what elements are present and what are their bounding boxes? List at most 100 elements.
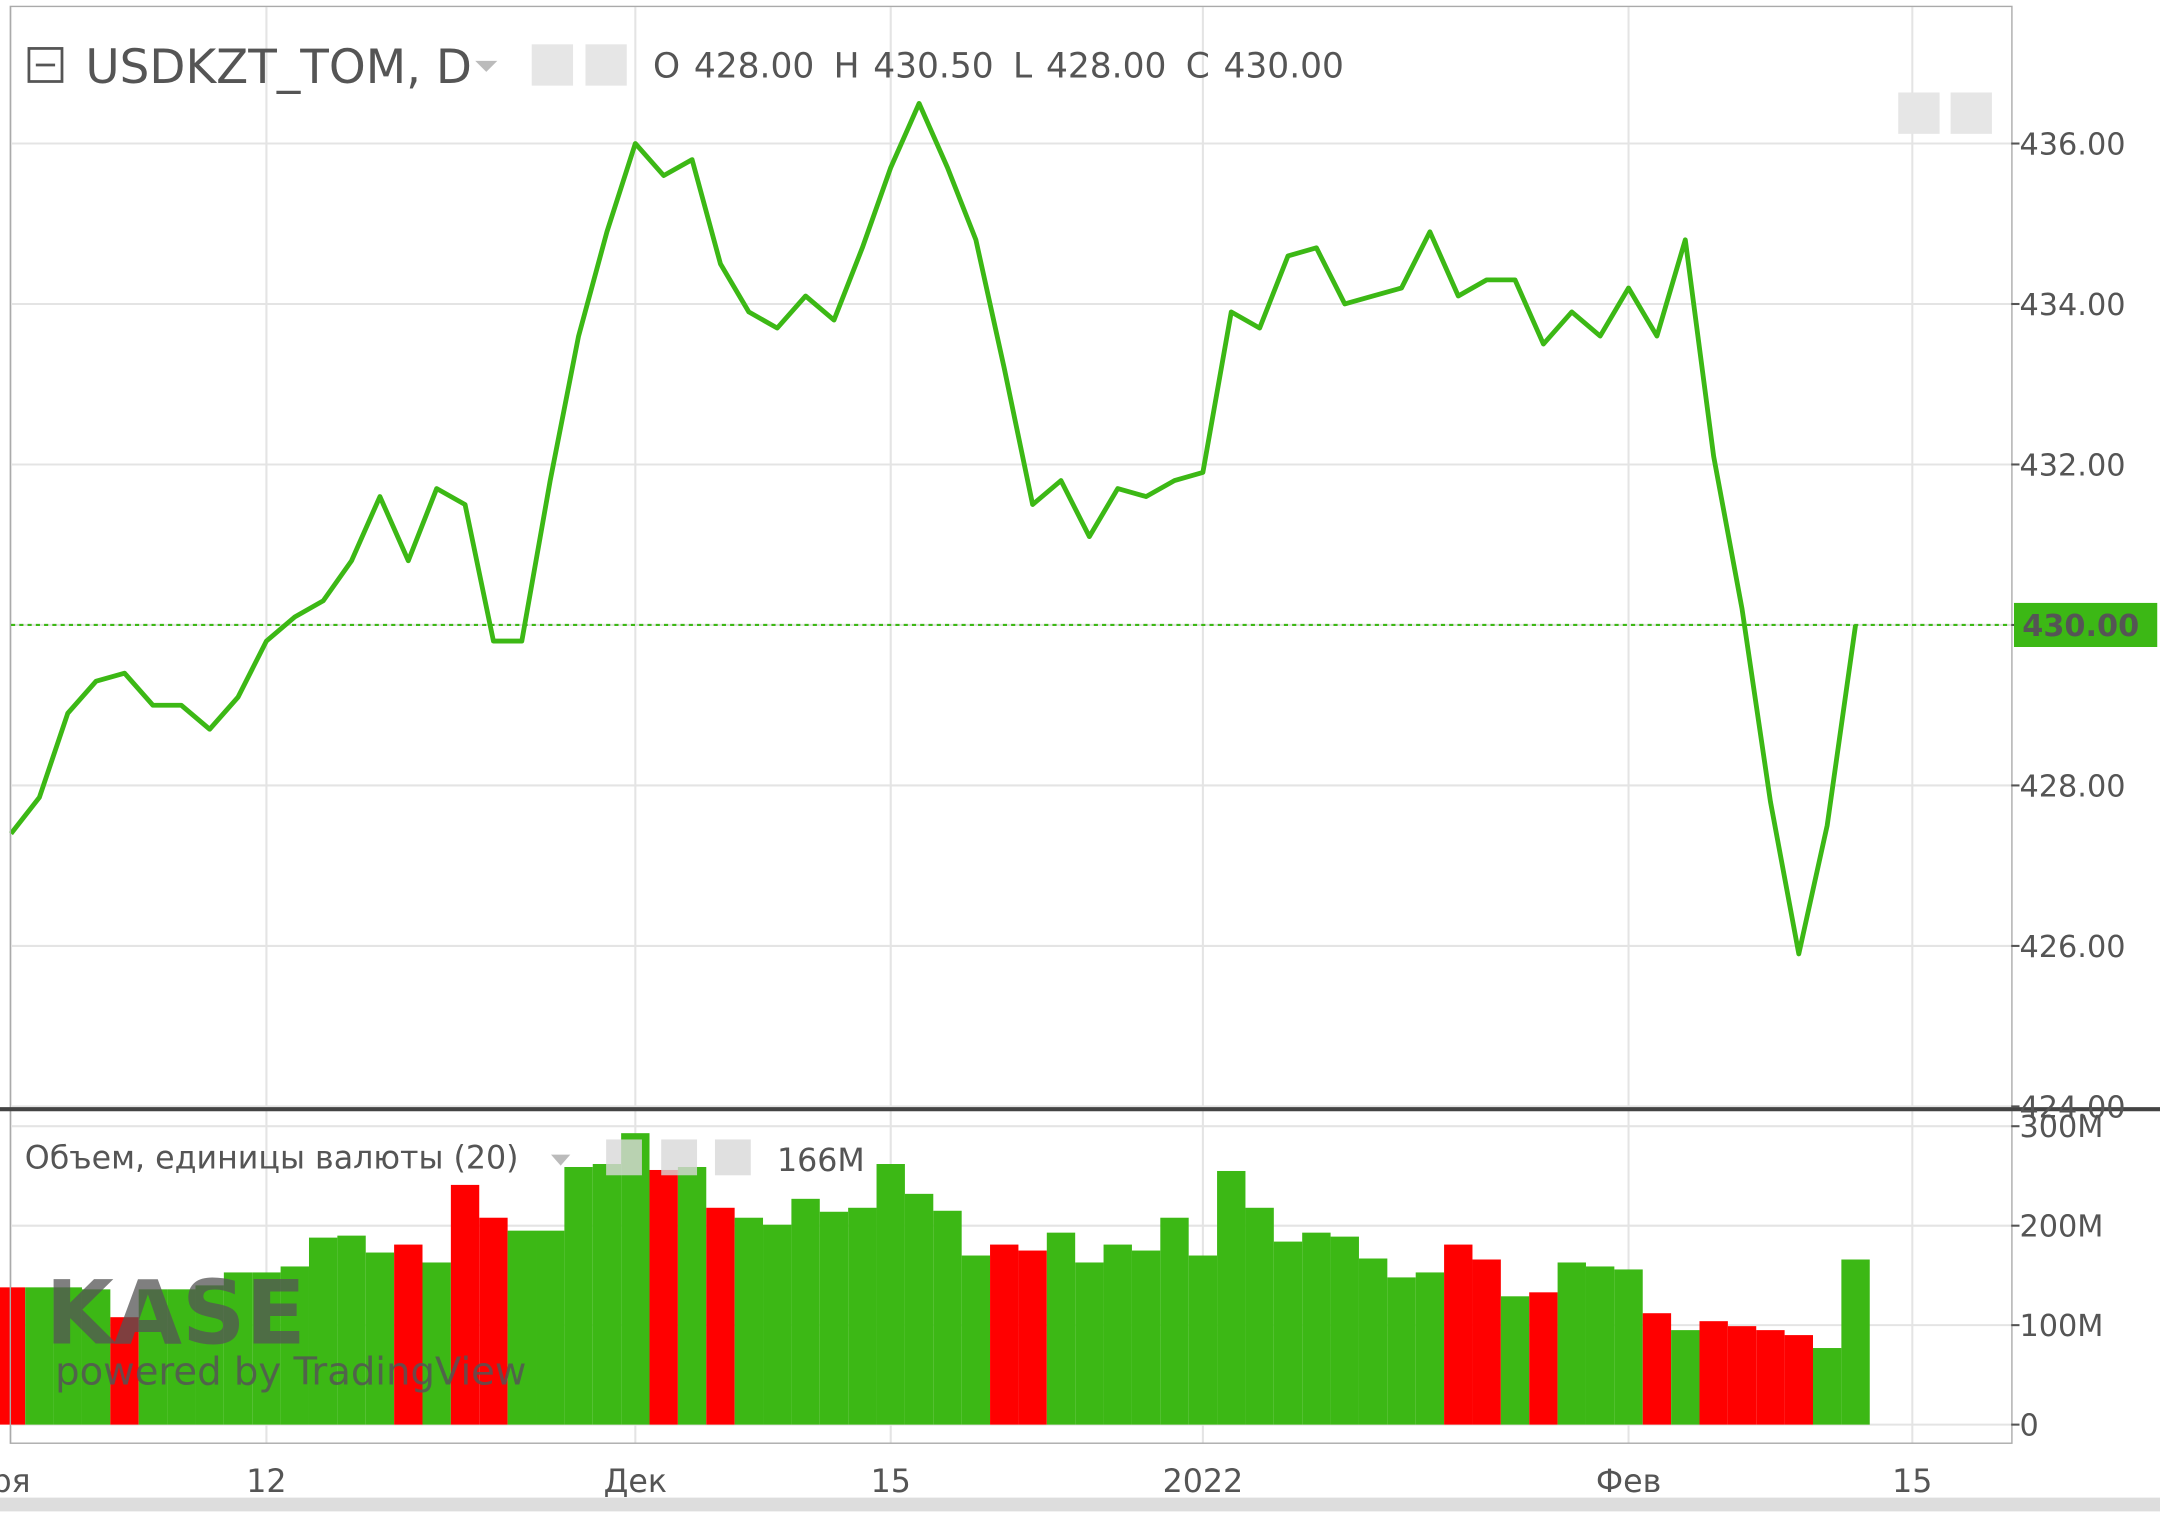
collapse-button[interactable] (27, 47, 64, 83)
volume-bar (394, 1244, 423, 1425)
volume-bar (195, 1285, 224, 1425)
x-tick-label: Фев (1596, 1464, 1661, 1500)
y-tick-label: 100M (2019, 1309, 2103, 1344)
volume-bar (0, 1287, 26, 1425)
tagline: powered by TradingView (55, 1350, 526, 1395)
y-tick-label: 300M (2019, 1110, 2103, 1145)
volume-bar (479, 1217, 508, 1425)
volume-bar (1302, 1232, 1331, 1425)
volume-bar (1614, 1269, 1643, 1425)
volume-bar (961, 1255, 991, 1425)
volume-bar (365, 1252, 395, 1425)
volume-bar (791, 1198, 820, 1425)
volume-bar (1642, 1313, 1672, 1425)
volume-bar (422, 1262, 451, 1425)
scale-button[interactable] (1950, 92, 1992, 134)
volume-bar (1784, 1335, 1813, 1425)
volume-bar (252, 1272, 281, 1425)
y-tick-label: 434.00 (2019, 288, 2125, 323)
last-price-label: 430.00 (2022, 609, 2139, 644)
volume-bar (25, 1287, 54, 1425)
volume-bar (223, 1272, 253, 1425)
plot-frame (9, 5, 2013, 1444)
volume-bar (1018, 1250, 1047, 1425)
ohlc: O 428.00 H 430.50 L 428.00 C 430.00 (653, 46, 1344, 86)
volume-bar (110, 1317, 139, 1425)
ohlc-name: C (1186, 46, 1210, 86)
volume-bar (1585, 1266, 1615, 1425)
volume-bar (592, 1164, 622, 1425)
volume-bar (734, 1217, 764, 1425)
volume-bar (1217, 1170, 1246, 1425)
volume-bar (819, 1211, 849, 1425)
volume-bar (649, 1169, 678, 1425)
close-button[interactable] (714, 1139, 751, 1176)
ohlc-name: H (834, 46, 860, 86)
price-line (9, 100, 1858, 957)
volume-bar (621, 1133, 650, 1425)
volume-bar (1756, 1330, 1785, 1425)
volume-bar (1188, 1255, 1218, 1425)
ohlc-value: 428.00 (1046, 46, 1166, 86)
x-tick-label: 15 (1892, 1464, 1932, 1500)
volume-bar (1075, 1262, 1104, 1425)
volume-bar (1557, 1262, 1586, 1425)
volume-bar (1131, 1250, 1161, 1425)
y-tick-label: 0 (2019, 1409, 2038, 1444)
eye-button[interactable] (606, 1139, 642, 1176)
volume-bar (990, 1244, 1019, 1425)
y-tick-label: 200M (2019, 1210, 2103, 1245)
eye-button[interactable] (531, 44, 574, 86)
settings-button[interactable] (585, 44, 627, 86)
volume-bar (1699, 1321, 1728, 1425)
volume-bar (677, 1166, 707, 1425)
dropdown-icon[interactable] (551, 1154, 571, 1166)
volume-bar (564, 1166, 593, 1425)
x-tick-label: 15 (871, 1464, 911, 1500)
volume-last: 166M (777, 1143, 865, 1179)
axes: ря 12 Дек 15 2022 Фев 15 424.00 426.00 428.00 430.… (0, 128, 2158, 1500)
last-price-tag (2013, 602, 2158, 647)
volume-bar (167, 1289, 196, 1425)
volume-bar (763, 1224, 792, 1425)
logo: KASE (45, 1261, 305, 1364)
volume-bar (1500, 1296, 1530, 1425)
volume-bar (1812, 1348, 1842, 1425)
volume-bar (337, 1235, 366, 1425)
ohlc-name: L (1013, 46, 1032, 86)
volume-bar (138, 1289, 168, 1425)
x-tick-label: Дек (604, 1464, 667, 1500)
volume-title: Объем, единицы валюты (20) (25, 1140, 519, 1176)
y-tick-label: 426.00 (2019, 930, 2125, 965)
marks (0, 100, 2012, 1425)
y-tick-label: 436.00 (2019, 128, 2125, 163)
volume-bar (280, 1266, 309, 1425)
ohlc-value: 428.00 (694, 46, 814, 86)
y-tick-label: 424.00 (2019, 1090, 2125, 1125)
volume-bar (1358, 1258, 1388, 1425)
volume-bar (81, 1289, 111, 1425)
volume-bar (1415, 1272, 1445, 1425)
settings-button[interactable] (661, 1139, 698, 1176)
dropdown-icon[interactable] (475, 60, 498, 72)
volume-bar (1529, 1292, 1558, 1425)
y-tick-label: 432.00 (2019, 448, 2125, 483)
x-tick-label: 2022 (1163, 1464, 1244, 1500)
volume-bar (1727, 1326, 1757, 1425)
volume-bar (1387, 1277, 1416, 1425)
volume-bar (1671, 1330, 1700, 1425)
volume-bar (1444, 1244, 1473, 1425)
volume-bar (1245, 1207, 1274, 1425)
volume-bar (1472, 1259, 1501, 1425)
volume-bar (933, 1210, 962, 1425)
volume-bar (876, 1164, 905, 1425)
scale-button[interactable] (1898, 92, 1940, 134)
volume-bar (1330, 1236, 1359, 1425)
ohlc-value: 430.00 (1224, 46, 1344, 86)
y-tick-label: 428.00 (2019, 769, 2125, 804)
volume-bar (904, 1193, 934, 1425)
volume-bar (848, 1207, 877, 1425)
volume-bar (706, 1207, 735, 1425)
